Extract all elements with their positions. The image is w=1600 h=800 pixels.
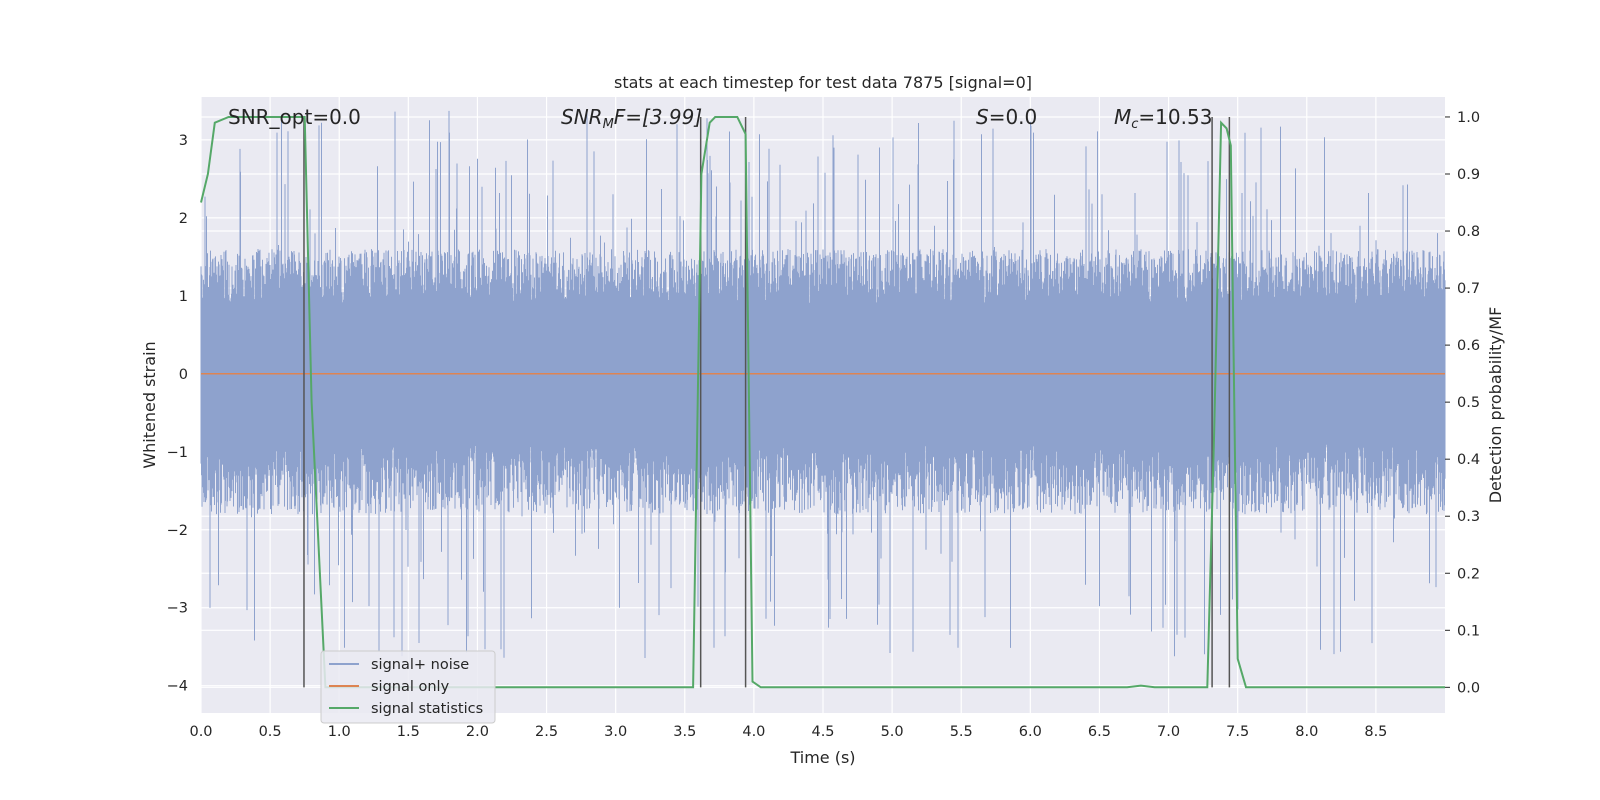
y2-tick-label-0: 1.0 xyxy=(1457,110,1480,126)
legend-box xyxy=(320,650,496,724)
y2-axis-ticks: 1.0 0.9 0.8 0.7 0.6 0.5 0.4 0.3 0.2 0.1 0.0 xyxy=(1445,110,1480,696)
y-tick-label-0: 3 xyxy=(179,133,188,149)
y2-tick-label-9: 0.1 xyxy=(1457,623,1480,639)
legend-label-signal-noise: signal+ noise xyxy=(371,657,469,673)
x-axis-label: Time (s) xyxy=(789,748,855,767)
x-tick-label-15: 7.5 xyxy=(1226,724,1249,740)
x-tick-label-11: 5.5 xyxy=(950,724,973,740)
y-tick-label-4: −1 xyxy=(167,445,188,461)
annotation-snr-mf: SNRMF=[3.99] xyxy=(561,105,702,132)
x-tick-label-13: 6.5 xyxy=(1088,724,1111,740)
annotation-s: S=0.0 xyxy=(976,105,1037,129)
x-tick-label-8: 4.0 xyxy=(742,724,765,740)
annotation-snr-mf-subscript: M xyxy=(603,117,614,132)
x-tick-label-9: 4.5 xyxy=(811,724,834,740)
y2-tick-label-1: 0.9 xyxy=(1457,167,1480,183)
annotation-snr-mf-symbol: SNR xyxy=(561,105,603,129)
y-axis-label: Whitened strain xyxy=(140,341,159,468)
y2-tick-label-3: 0.7 xyxy=(1457,281,1480,297)
x-tick-label-5: 2.5 xyxy=(535,724,558,740)
x-tick-label-14: 7.0 xyxy=(1157,724,1180,740)
y-tick-label-5: −2 xyxy=(167,523,188,539)
annotation-s-symbol: S xyxy=(976,105,989,129)
legend-label-signal-statistics: signal statistics xyxy=(371,701,483,717)
y-axis-ticks: 3 2 1 0 −1 −2 −3 −4 xyxy=(167,133,188,695)
x-tick-label-12: 6.0 xyxy=(1019,724,1042,740)
annotation-mc-subscript: c xyxy=(1131,117,1138,132)
y2-axis-label: Detection probability/MF xyxy=(1486,307,1505,504)
x-tick-label-6: 3.0 xyxy=(604,724,627,740)
y-tick-label-2: 1 xyxy=(179,289,188,305)
y-tick-label-7: −4 xyxy=(167,679,188,695)
legend: signal+ noise signal only signal statist… xyxy=(320,650,496,724)
annotation-s-value: =0.0 xyxy=(989,105,1038,129)
y-tick-label-1: 2 xyxy=(179,211,188,227)
x-tick-label-16: 8.0 xyxy=(1295,724,1318,740)
x-tick-label-17: 8.5 xyxy=(1364,724,1387,740)
series-signal-statistics xyxy=(200,116,1445,689)
x-tick-label-4: 2.0 xyxy=(466,724,489,740)
x-axis-ticks: 0.0 0.5 1.0 1.5 2.0 2.5 3.0 3.5 4.0 4.5 5.0 5.5 6.0 6… xyxy=(189,724,1387,740)
series-signal-noise xyxy=(200,110,1446,658)
annotation-mc: Mc=10.53 xyxy=(1114,105,1212,132)
annotation-mc-symbol: M xyxy=(1114,105,1131,129)
x-tick-label-7: 3.5 xyxy=(673,724,696,740)
y2-tick-label-5: 0.5 xyxy=(1457,395,1480,411)
y2-tick-label-2: 0.8 xyxy=(1457,224,1480,240)
legend-label-signal-only: signal only xyxy=(371,679,450,695)
x-tick-label-10: 5.0 xyxy=(881,724,904,740)
annotation-snr-opt: SNR_opt=0.0 xyxy=(228,105,361,129)
x-tick-label-1: 0.5 xyxy=(259,724,282,740)
annotation-snr-mf-value: F=[3.99] xyxy=(614,105,702,129)
x-tick-label-3: 1.5 xyxy=(397,724,420,740)
y-tick-label-3: 0 xyxy=(179,367,188,383)
signal-noise-trace xyxy=(200,110,1446,658)
x-tick-label-2: 1.0 xyxy=(328,724,351,740)
y2-tick-label-7: 0.3 xyxy=(1457,509,1480,525)
annotation-mc-value: =10.53 xyxy=(1138,105,1212,129)
y-tick-label-6: −3 xyxy=(167,601,188,617)
x-tick-label-0: 0.0 xyxy=(189,724,212,740)
y2-tick-label-6: 0.4 xyxy=(1457,452,1480,468)
chart-title: stats at each timestep for test data 787… xyxy=(614,73,1032,92)
y2-tick-label-8: 0.2 xyxy=(1457,566,1480,582)
y2-tick-label-4: 0.6 xyxy=(1457,338,1480,354)
y2-tick-label-10: 0.0 xyxy=(1457,680,1480,696)
